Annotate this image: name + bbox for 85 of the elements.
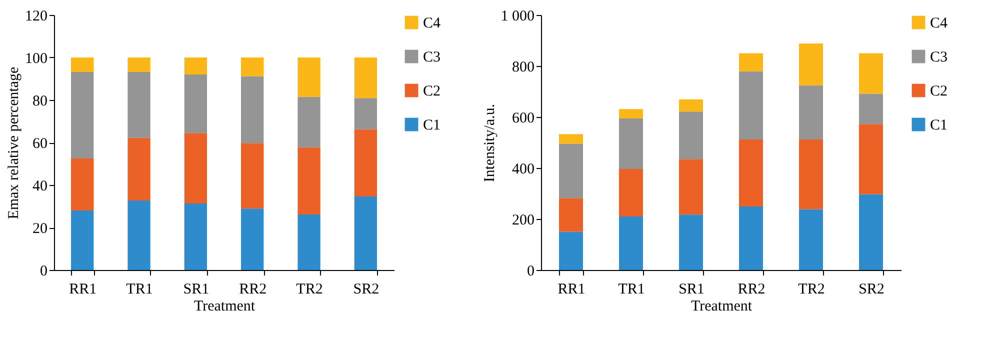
bar xyxy=(184,133,207,204)
bar xyxy=(619,109,643,119)
bar xyxy=(679,112,703,160)
bar xyxy=(241,58,264,76)
x-axis-title: Treatment xyxy=(690,298,753,314)
bar xyxy=(799,85,823,140)
bar xyxy=(739,53,763,72)
bar xyxy=(298,58,320,97)
bar xyxy=(241,76,264,144)
bar xyxy=(241,143,264,209)
bar xyxy=(679,159,703,215)
x-tick-label: RR2 xyxy=(239,282,267,298)
y-tick-label: 1 000 xyxy=(500,8,534,24)
bar xyxy=(799,139,823,210)
bar xyxy=(354,58,377,98)
bar xyxy=(128,72,150,138)
bar xyxy=(739,139,763,207)
bar xyxy=(859,194,883,270)
bar xyxy=(619,216,643,270)
bar xyxy=(799,209,823,270)
bar xyxy=(559,232,583,270)
y-tick-label: 600 xyxy=(512,110,534,126)
legend-label: C2 xyxy=(423,84,441,100)
bar xyxy=(298,96,320,148)
bar xyxy=(679,214,703,270)
bar xyxy=(354,196,377,270)
legend-label: C1 xyxy=(423,118,441,134)
y-tick-label: 120 xyxy=(25,8,48,24)
bar xyxy=(71,58,94,72)
bar xyxy=(241,208,264,270)
y-tick-label: 0 xyxy=(527,264,534,280)
y-tick-label: 40 xyxy=(32,178,48,194)
bar xyxy=(859,94,883,124)
x-tick-label: TR2 xyxy=(296,282,323,298)
x-axis-title: Treatment xyxy=(194,298,256,314)
y-tick-label: 0 xyxy=(40,264,48,280)
bar xyxy=(128,58,150,72)
bar xyxy=(679,99,703,112)
bar xyxy=(184,203,207,270)
bar xyxy=(559,134,583,144)
y-axis-title: Emax relative percentage xyxy=(6,66,22,220)
x-tick-label: RR2 xyxy=(738,282,766,298)
x-tick-label: RR1 xyxy=(69,282,97,298)
bar xyxy=(354,129,377,196)
y-axis-title: Intensity/a.u. xyxy=(482,104,498,182)
bar xyxy=(739,71,763,140)
legend-label: C3 xyxy=(930,50,948,66)
bar xyxy=(859,124,883,194)
bar xyxy=(184,58,207,74)
bar xyxy=(559,198,583,232)
bar xyxy=(739,206,763,270)
bar xyxy=(859,53,883,94)
legend-label: C3 xyxy=(423,50,441,66)
y-tick-label: 100 xyxy=(25,51,48,67)
bar xyxy=(619,169,643,216)
x-tick-label: TR2 xyxy=(798,282,825,298)
bar xyxy=(71,72,94,158)
bar xyxy=(619,118,643,170)
legend-label: C4 xyxy=(930,16,948,32)
y-tick-label: 60 xyxy=(32,136,48,152)
x-tick-label: SR1 xyxy=(183,282,210,298)
x-tick-label: SR2 xyxy=(353,282,380,298)
bar xyxy=(71,210,94,270)
x-tick-label: TR1 xyxy=(618,282,645,298)
x-tick-label: SR2 xyxy=(858,282,884,298)
bar xyxy=(354,98,377,130)
y-tick-label: 80 xyxy=(32,94,48,110)
y-tick-label: 200 xyxy=(512,212,534,228)
x-tick-label: SR1 xyxy=(678,282,704,298)
legend-label: C2 xyxy=(930,84,948,100)
x-tick-label: TR1 xyxy=(126,282,153,298)
legend-label: C4 xyxy=(423,16,442,32)
bar xyxy=(298,214,320,270)
y-tick-label: 400 xyxy=(512,162,534,178)
bar xyxy=(799,44,823,86)
bar xyxy=(128,138,150,201)
legend-label: C1 xyxy=(930,118,948,134)
y-tick-label: 800 xyxy=(512,60,534,76)
bar xyxy=(559,144,583,198)
x-tick-label: RR1 xyxy=(558,282,586,298)
bar xyxy=(128,200,150,270)
bar xyxy=(298,147,320,215)
bar xyxy=(71,158,94,210)
bar xyxy=(184,74,207,134)
y-tick-label: 20 xyxy=(32,221,48,237)
